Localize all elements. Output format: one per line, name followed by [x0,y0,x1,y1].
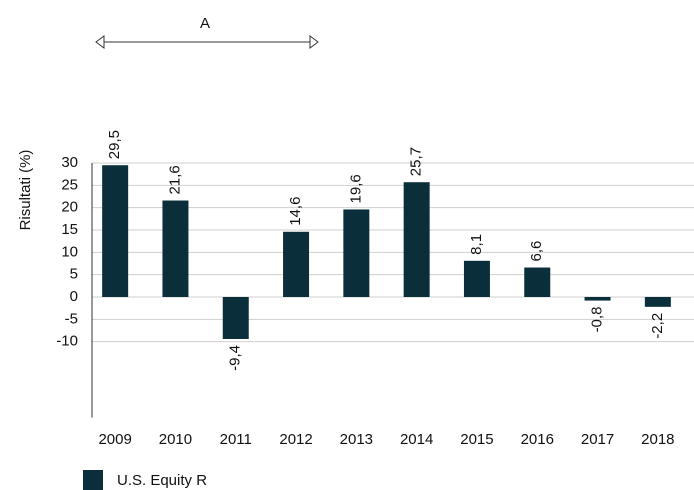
x-tick-label: 2015 [460,431,493,448]
y-tick-label: 30 [61,154,78,171]
x-tick-label: 2016 [521,431,554,448]
x-tick-label: 2012 [279,431,312,448]
bar [222,297,249,339]
bar [463,260,490,297]
y-axis-label: Risultati (%) [17,150,34,231]
bar [524,267,551,297]
bar [584,297,611,301]
annotation-arrow [95,35,319,49]
bar [283,231,310,297]
data-label: -2,2 [649,313,666,339]
y-tick-label: 15 [61,221,78,238]
bar [162,200,189,297]
y-tick-label: 10 [61,243,78,260]
data-label: 25,7 [408,147,425,176]
x-tick-label: 2011 [220,431,252,448]
y-tick-label: -10 [56,333,78,350]
x-tick-label: 2018 [641,431,674,448]
bar [644,297,671,307]
data-label: 21,6 [166,165,183,194]
data-label: 14,6 [287,197,304,226]
x-tick-label: 2013 [340,431,373,448]
y-tick-label: 0 [70,288,78,305]
data-label: 6,6 [528,241,545,262]
x-tick-label: 2010 [159,431,192,448]
bar [102,165,129,297]
legend-swatch [83,470,103,490]
bar [403,182,430,297]
annotation: A [200,15,210,32]
y-tick-label: -5 [65,310,78,327]
y-tick-label: 20 [61,199,78,216]
x-tick-label: 2017 [581,431,614,448]
data-label: -9,4 [227,345,244,371]
y-tick-label: 25 [61,176,78,193]
x-tick-label: 2014 [400,431,433,448]
data-label: 8,1 [468,234,485,255]
data-label: 19,6 [347,174,364,203]
x-tick-label: 2009 [98,431,131,448]
bar [343,209,370,297]
data-label: 29,5 [106,130,123,159]
y-tick-label: 5 [70,266,78,283]
data-label: -0,8 [589,307,606,333]
legend-label: U.S. Equity R [117,472,207,489]
